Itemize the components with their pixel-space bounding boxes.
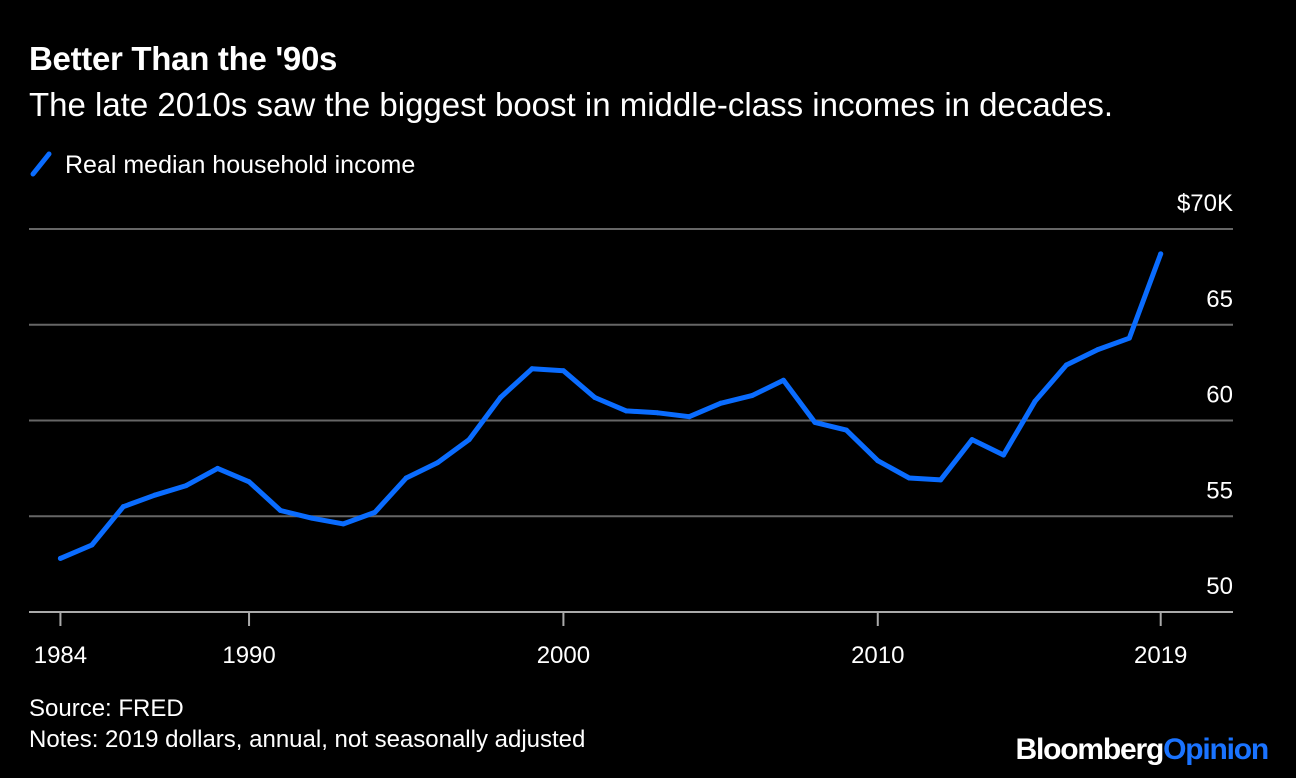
y-tick-label-70: $70K bbox=[1177, 190, 1233, 217]
data-point-2017 bbox=[1095, 347, 1101, 353]
brand-part-2: Opinion bbox=[1163, 733, 1269, 766]
x-tick-label-2019: 2019 bbox=[1134, 642, 1187, 669]
data-point-1991 bbox=[277, 508, 283, 514]
x-tick-label-1984: 1984 bbox=[34, 642, 87, 669]
data-point-2002 bbox=[623, 408, 629, 414]
data-point-2003 bbox=[655, 410, 661, 416]
data-point-2016 bbox=[1063, 362, 1069, 368]
brand-logo: BloombergOpinion bbox=[1015, 733, 1270, 767]
data-point-1993 bbox=[340, 521, 346, 527]
legend-label: Real median household income bbox=[65, 150, 416, 179]
data-point-1985 bbox=[89, 542, 95, 548]
data-point-2018 bbox=[1126, 335, 1132, 341]
data-point-2019 bbox=[1158, 251, 1164, 257]
data-point-2006 bbox=[749, 393, 755, 399]
chart-title: Better Than the '90s bbox=[29, 40, 338, 77]
data-point-1996 bbox=[435, 460, 441, 466]
data-point-2007 bbox=[780, 377, 786, 383]
data-point-2011 bbox=[906, 475, 912, 481]
notes: Notes: 2019 dollars, annual, not seasona… bbox=[29, 726, 586, 753]
data-point-2009 bbox=[843, 427, 849, 433]
data-point-1986 bbox=[120, 504, 126, 510]
data-point-2005 bbox=[718, 400, 724, 406]
axis-ticks bbox=[59, 612, 1162, 626]
series-layer bbox=[57, 251, 1164, 561]
grid-lines bbox=[29, 228, 1233, 613]
data-point-2012 bbox=[938, 477, 944, 483]
data-point-1984 bbox=[57, 555, 63, 561]
x-tick-label-1990: 1990 bbox=[222, 642, 275, 669]
chart-subtitle: The late 2010s saw the biggest boost in … bbox=[29, 86, 1114, 123]
data-point-2014 bbox=[1001, 452, 1007, 458]
x-tick-label-2000: 2000 bbox=[537, 642, 590, 669]
legend-swatch bbox=[30, 151, 52, 177]
data-point-1999 bbox=[529, 366, 535, 372]
data-point-1990 bbox=[246, 479, 252, 485]
data-point-1994 bbox=[372, 509, 378, 515]
data-point-1997 bbox=[466, 437, 472, 443]
data-point-2010 bbox=[875, 458, 881, 464]
brand-part-1: Bloomberg bbox=[1015, 733, 1165, 766]
data-point-1995 bbox=[403, 475, 409, 481]
data-point-1988 bbox=[183, 483, 189, 489]
x-tick-label-2010: 2010 bbox=[851, 642, 904, 669]
series-line-0 bbox=[57, 251, 1164, 561]
data-point-2008 bbox=[812, 419, 818, 425]
y-tick-label-65: 65 bbox=[1206, 286, 1233, 313]
data-point-2000 bbox=[560, 368, 566, 374]
y-tick-label-55: 55 bbox=[1206, 477, 1233, 504]
legend: Real median household income bbox=[29, 148, 415, 182]
data-point-1987 bbox=[152, 492, 158, 498]
data-point-2015 bbox=[1032, 398, 1038, 404]
tick-labels: 50 55 60 65 $70K 1984 1990 2000 2010 2019 bbox=[34, 190, 1233, 669]
y-tick-label-50: 50 bbox=[1206, 573, 1233, 600]
source-note: Source: FRED bbox=[29, 695, 184, 722]
data-point-1998 bbox=[498, 395, 504, 401]
footer: Source: FRED Notes: 2019 dollars, annual… bbox=[29, 693, 585, 755]
y-tick-label-60: 60 bbox=[1206, 382, 1233, 409]
data-point-2004 bbox=[686, 414, 692, 420]
line-chart: 50 55 60 65 $70K 1984 1990 2000 2010 2019 bbox=[29, 190, 1233, 669]
data-point-1989 bbox=[215, 465, 221, 471]
data-point-1992 bbox=[309, 515, 315, 521]
data-point-2001 bbox=[592, 395, 598, 401]
data-point-2013 bbox=[969, 437, 975, 443]
